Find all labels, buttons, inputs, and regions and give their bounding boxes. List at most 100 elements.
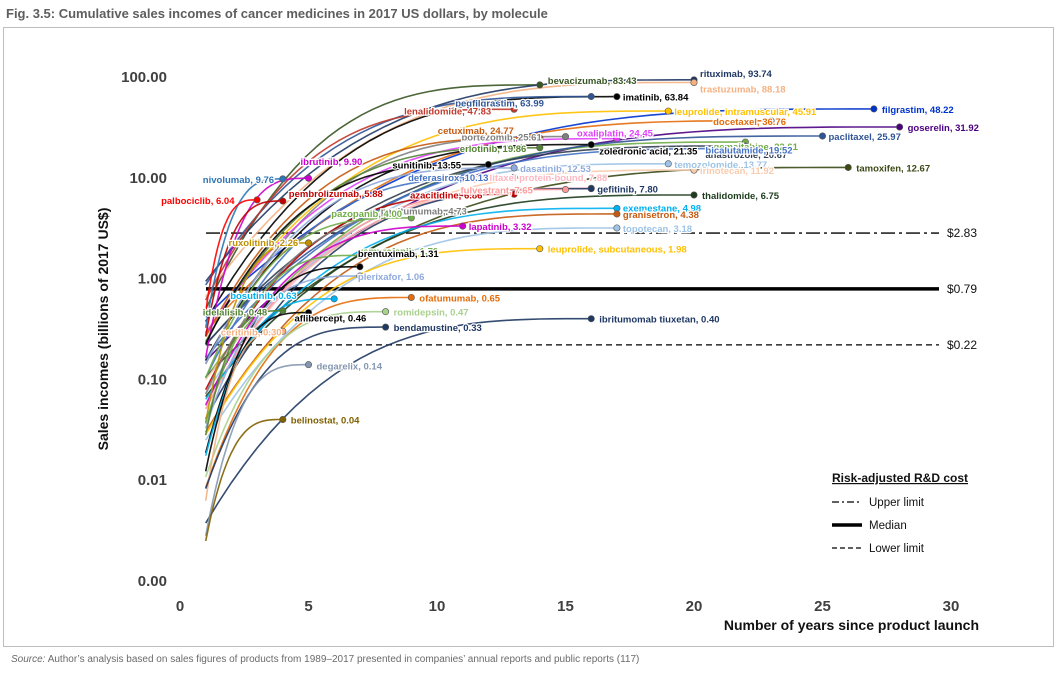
series-line (204, 242, 309, 423)
y-tick-label: 0.00 (138, 573, 167, 590)
series-end-marker (613, 135, 621, 143)
series-end-marker (279, 416, 287, 424)
series-end-marker (407, 293, 415, 301)
series-line (204, 418, 283, 542)
series-end-marker (664, 107, 672, 115)
series-end-marker (664, 160, 672, 168)
series-label: temozolomide, 13.77 (674, 160, 767, 171)
x-tick-label: 10 (429, 598, 446, 615)
series-line (204, 275, 360, 429)
series-line (204, 326, 386, 489)
series-line (205, 247, 540, 436)
series-end-marker (561, 133, 569, 141)
series-end-marker (844, 163, 852, 171)
legend-label: Lower limit (869, 543, 925, 555)
series-label: vemurafenib, 1.70 (358, 246, 438, 257)
reference-lines: $2.83 $0.79 $0.22 (206, 226, 977, 352)
x-tick-label: 20 (686, 598, 703, 615)
series-end-marker (510, 190, 518, 198)
source-text: Author’s analysis based on sales figures… (47, 654, 640, 665)
series-end-marker (279, 307, 287, 315)
series-label: romidepsin, 0.47 (394, 308, 469, 319)
series-end-marker (690, 166, 698, 174)
series-label: paclitaxel protein-bound, 7.88 (473, 173, 607, 184)
series-line (205, 143, 592, 361)
series-end-marker (510, 164, 518, 172)
series-label: gefitinib, 7.80 (597, 185, 658, 196)
series-end-marker (382, 308, 390, 316)
series-end-marker (304, 361, 312, 369)
series-end-marker (279, 327, 287, 335)
series-line (204, 108, 515, 301)
series-end-marker (356, 263, 364, 271)
series-label: exemestane, 4.98 (623, 203, 701, 214)
series-line (204, 200, 283, 337)
series-label: oxaliplatin, 24.45 (577, 129, 654, 140)
series-line (204, 311, 309, 472)
source-note: Source: Author’s analysis based on sales… (11, 654, 639, 665)
series-label: granisetron, 4.38 (623, 210, 699, 221)
series-end-marker (587, 315, 595, 323)
axis-layer: 0.00 0.01 0.10 1.00 10.00 100.00 0 5 10 15 20 25 30 N… (95, 69, 979, 633)
chart-canvas: 0.00 0.01 0.10 1.00 10.00 100.00 0 5 10 15 20 25 30 N… (95, 68, 980, 633)
series-label: degarelix, 0.14 (317, 362, 383, 373)
series-line (205, 207, 617, 400)
series-label: azacitidine, 6.86 (410, 190, 482, 201)
series-label: docetaxel, 36.76 (713, 117, 786, 128)
series-end-marker (484, 161, 492, 169)
series-end-marker (818, 132, 826, 140)
series-label: leuprolide, subcutaneous, 1.98 (548, 245, 687, 256)
series-end-marker (613, 224, 621, 232)
series-line (204, 193, 515, 390)
series-label: thalidomide, 6.75 (702, 191, 780, 202)
chart-frame: 0.00 0.01 0.10 1.00 10.00 100.00 0 5 10 15 20 25 30 N… (3, 27, 1054, 647)
series-label: erlotinib, 19.86 (460, 144, 527, 155)
series-label: cetuximab, 24.77 (438, 126, 514, 137)
series-end-marker (587, 185, 595, 193)
series-line (205, 79, 694, 282)
series-label: belinostat, 0.04 (291, 416, 360, 427)
series-end-marker (279, 175, 287, 183)
series-end-marker (613, 210, 621, 218)
series-end-marker (304, 174, 312, 182)
series-end-marker (304, 309, 312, 317)
source-label: Source: (11, 654, 46, 665)
series-end-marker (767, 117, 775, 125)
series-label: ibrutinib, 9.90 (301, 157, 363, 168)
legend-title: Risk-adjusted R&D cost (832, 471, 968, 485)
series-label: bosutinib, 0.63 (230, 291, 297, 302)
series-label: lapatinib, 3.32 (469, 222, 532, 233)
series-end-marker (561, 186, 569, 194)
series-line (205, 81, 694, 298)
series-label: sunitinib, 13.55 (392, 161, 461, 172)
series-end-marker (741, 145, 749, 153)
series-label: ibritumomab tiuxetan, 0.40 (599, 315, 719, 326)
series-label: anastrozole, 20.67 (705, 150, 787, 161)
reference-line-label: $0.22 (947, 338, 977, 352)
series-label: bendamustine, 0.33 (394, 323, 482, 334)
y-tick-label: 0.01 (138, 472, 167, 489)
series-label: imatinib, 63.84 (623, 93, 689, 104)
x-tick-label: 0 (176, 598, 184, 615)
series-label: bicalutamide, 19.52 (705, 146, 792, 157)
series-label: nivolumab, 9.76 (203, 175, 274, 186)
series-line (204, 310, 386, 478)
series-end-marker (536, 134, 544, 142)
series-line (204, 167, 515, 364)
series-line (204, 254, 360, 424)
legend: Risk-adjusted R&D cost Upper limit Median L… (832, 471, 968, 555)
series-end-marker (330, 295, 338, 303)
series-end-marker (690, 79, 698, 87)
series-end-marker (459, 222, 467, 230)
series-label: brentuximab, 1.31 (358, 249, 439, 260)
series-line (205, 194, 694, 398)
series-label: rituximab, 93.74 (700, 69, 773, 80)
series-label: panitumumab, 4.73 (381, 207, 467, 218)
x-tick-label: 15 (557, 598, 574, 615)
y-tick-label: 100.00 (121, 69, 167, 86)
x-tick-label: 30 (943, 598, 960, 615)
series-line (204, 296, 412, 488)
series-label: filgrastim, 48.22 (882, 105, 954, 116)
series-line (205, 110, 669, 335)
series-end-marker (304, 239, 312, 247)
